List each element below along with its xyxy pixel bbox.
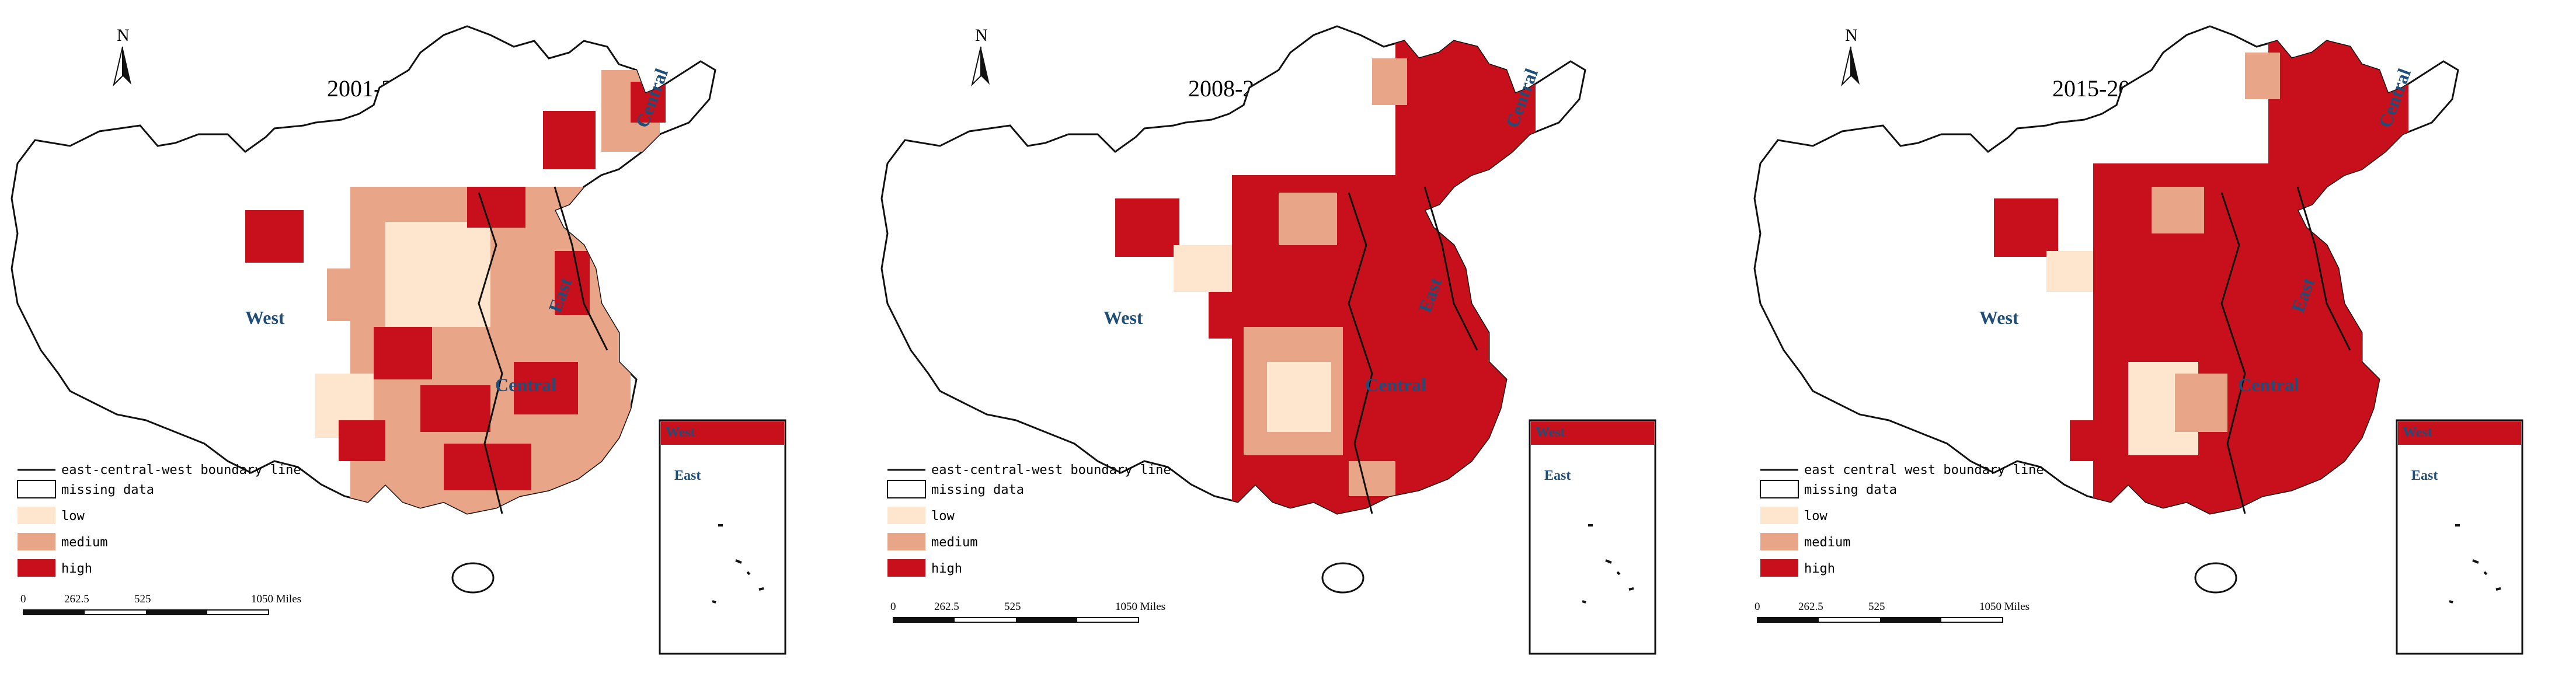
north-arrow: N [971,26,990,87]
scale-tick-0: 0 [1755,601,1760,613]
inset-label-east: East [2411,468,2438,483]
legend-swatch-low [887,507,925,524]
boundary-line [2220,186,2351,514]
south-china-sea-inset: West East [2396,419,2523,655]
legend-swatch-high [887,559,925,577]
legend-label-low: low [1804,509,1827,524]
legend-swatch-low [1760,507,1798,524]
scale-tick-3: 1050 Miles [1979,601,2030,613]
china-map: West Central East Central [880,25,1586,594]
legend-label-low: low [61,509,85,524]
legend-swatch-missing [17,480,56,498]
south-china-sea-inset: West East [659,419,786,655]
china-map: West Central East Central [1753,25,2459,594]
legend-swatch-high [18,559,55,577]
legend-swatch-missing [1760,480,1799,498]
region-label-central: Central [1365,374,1426,395]
scale-tick-2: 525 [1868,601,1885,613]
legend-boundary-label: east-central-west boundary line [931,463,1171,477]
scale-tick-1: 262.5 [1798,601,1823,613]
scale-bar: 0 262.5 525 1050 Miles [20,593,301,615]
scale-tick-2: 525 [134,593,151,605]
map-panel-2001-2007: 2001-2007 N [11,25,786,655]
legend-swatch-medium [18,533,55,550]
north-arrow: N [113,26,131,87]
legend-swatch-medium [1760,533,1798,550]
scale-tick-3: 1050 Miles [1115,601,1165,613]
north-arrow-icon [1851,47,1860,85]
region-label-west: West [1979,307,2019,328]
scale-tick-0: 0 [890,601,896,613]
legend: east-central-west boundary line missing … [887,463,1171,577]
scale-tick-0: 0 [20,593,26,605]
hainan-island [451,562,495,594]
map-panel-2015-2021: 2015-2021 N [1753,25,2523,655]
legend-label-missing: missing data [61,483,154,497]
legend-swatch-low [18,507,55,524]
legend-label-medium: medium [1804,535,1850,550]
region-label-west: West [1103,307,1143,328]
region-label-west: West [245,307,285,328]
legend-label-high: high [1804,562,1835,576]
region-label-central: Central [2238,374,2299,395]
legend: east-central-west boundary line missing … [17,463,301,577]
scale-bar: 0 262.5 525 1050 Miles [1755,601,2030,623]
scale-tick-3: 1050 Miles [251,593,301,605]
legend-boundary-label: east-central-west boundary line [61,463,301,477]
boundary-line [1348,186,1478,514]
region-label-central: Central [495,374,556,395]
boundary-line [478,186,608,514]
north-arrow-icon [123,47,131,85]
legend-label-high: high [931,562,962,576]
legend-label-missing: missing data [931,483,1024,497]
scale-tick-1: 262.5 [64,593,89,605]
inset-label-east: East [1544,468,1571,483]
inset-label-west: West [1536,425,1565,440]
inset-label-east: East [674,468,701,483]
hainan-island [1321,562,1364,594]
north-label: N [1845,26,1858,45]
legend-swatch-high [1760,559,1798,577]
legend-swatch-medium [887,533,925,550]
inset-label-west: West [2403,425,2432,440]
legend: east central west boundary line missing … [1760,463,2044,577]
scale-bar: 0 262.5 525 1050 Miles [890,601,1165,623]
inset-label-west: West [666,425,695,440]
north-label: N [975,26,988,45]
legend-boundary-label: east central west boundary line [1804,463,2044,477]
scale-tick-1: 262.5 [934,601,959,613]
legend-label-missing: missing data [1804,483,1897,497]
legend-label-low: low [931,509,955,524]
china-map: West Central East Central [11,25,716,594]
north-arrow: N [1841,26,1860,87]
scale-tick-2: 525 [1004,601,1021,613]
map-panel-2008-2014: 2008-2014 N [880,25,1656,655]
north-label: N [117,26,130,45]
legend-label-medium: medium [931,535,977,550]
hainan-island [2194,562,2237,594]
legend-label-medium: medium [61,535,107,550]
north-arrow-icon [981,47,990,85]
south-china-sea-inset: West East [1529,419,1656,655]
legend-swatch-missing [887,480,926,498]
legend-label-high: high [61,562,92,576]
